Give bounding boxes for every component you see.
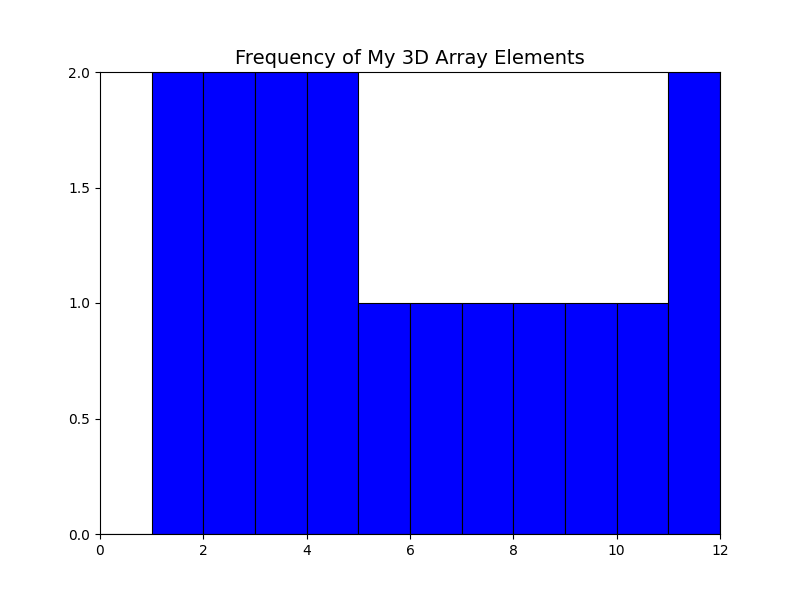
- Bar: [255, 72, 306, 534]
- Bar: [358, 303, 410, 534]
- Bar: [514, 303, 565, 534]
- Bar: [462, 303, 514, 534]
- Title: Frequency of My 3D Array Elements: Frequency of My 3D Array Elements: [235, 49, 585, 68]
- Bar: [565, 303, 617, 534]
- Bar: [306, 72, 358, 534]
- Bar: [152, 72, 203, 534]
- Bar: [410, 303, 462, 534]
- Bar: [203, 72, 255, 534]
- Bar: [668, 72, 720, 534]
- Bar: [617, 303, 668, 534]
